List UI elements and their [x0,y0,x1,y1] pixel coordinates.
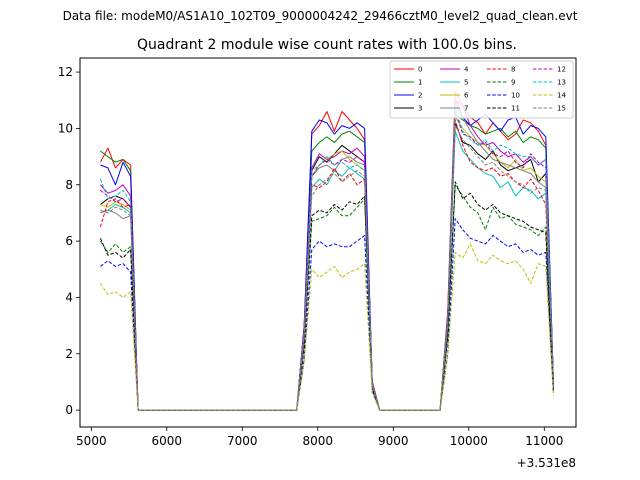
legend-label-8: 8 [511,66,515,74]
legend-label-3: 3 [418,105,422,113]
legend-label-11: 11 [511,105,520,113]
y-tick-label: 6 [65,234,73,248]
x-tick-label: 6000 [152,434,183,448]
series-layer [99,91,554,411]
x-tick-label: 9000 [378,434,409,448]
legend-label-6: 6 [464,92,469,100]
legend-label-7: 7 [464,105,468,113]
y-axis: 0 2 4 6 8 10 12 [58,65,80,417]
figure-suptitle: Data file: modeM0/AS1A10_102T09_90000042… [63,9,578,23]
legend-label-9: 9 [511,79,515,87]
y-tick-label: 12 [58,65,73,79]
legend-label-12: 12 [557,66,566,74]
legend-label-10: 10 [511,92,520,100]
y-tick-label: 2 [65,347,73,361]
legend-label-15: 15 [557,105,566,113]
x-offset-label: +3.531e8 [517,456,576,470]
legend-label-14: 14 [557,92,566,100]
y-tick-label: 10 [58,121,73,135]
y-tick-label: 0 [65,403,73,417]
x-tick-label: 7000 [227,434,258,448]
x-tick-label: 8000 [303,434,334,448]
x-tick-label: 11000 [525,434,563,448]
x-tick-label: 10000 [450,434,488,448]
y-tick-label: 4 [65,290,73,304]
y-tick-label: 8 [65,178,73,192]
x-tick-label: 5000 [76,434,107,448]
legend-box [389,60,574,119]
axes-frame [79,57,577,428]
series-line-14 [99,243,554,411]
chart-title: Quadrant 2 module wise count rates with … [137,37,517,53]
legend-label-4: 4 [464,66,469,74]
legend-label-13: 13 [557,79,566,87]
series-line-15 [100,125,554,411]
legend-label-0: 0 [418,66,422,74]
legend-label-2: 2 [418,92,422,100]
x-axis: 5000 6000 7000 8000 9000 10000 11000 [76,427,563,448]
legend-label-5: 5 [464,79,468,87]
legend-label-1: 1 [418,79,422,87]
plot-area [80,58,576,427]
